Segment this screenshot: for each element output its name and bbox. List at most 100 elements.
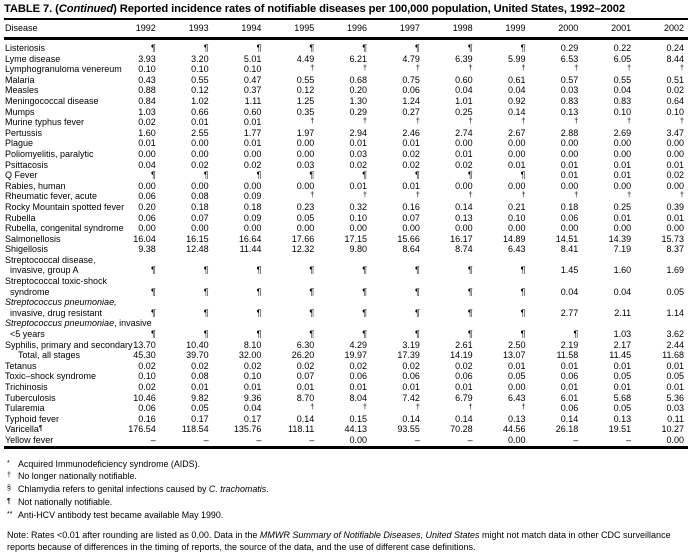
disease-label: Murine typhus fever [5, 117, 85, 128]
rate-cell: ¶ [467, 307, 473, 318]
table-row: Streptococcus pneumoniae, invasive <5 yea… [4, 318, 688, 339]
rate-cell: ¶ [415, 329, 420, 340]
rate-cell: 2.19 [560, 339, 579, 350]
rate-cell: 0.06 [402, 85, 420, 96]
rate-cell: 1.02 [191, 95, 209, 106]
rate-cell: 0.09 [243, 191, 262, 202]
rate-cell: 0.60 [455, 74, 473, 85]
rate-cell: 4.79 [402, 53, 420, 64]
rate-cell: 0.00 [666, 223, 684, 234]
rate-cell: 15.66 [397, 233, 420, 244]
rate-cell: 0.00 [455, 138, 473, 149]
rate-cell: 0.51 [666, 74, 684, 85]
rate-cell: 0.29 [349, 106, 368, 117]
disease-label: Trichinosis [5, 382, 48, 392]
rate-cell: 11.44 [239, 244, 262, 255]
disease-label: Typhoid fever [5, 413, 60, 424]
rate-cell: 1.03 [613, 329, 632, 340]
disease-label: Malaria [5, 74, 35, 85]
rate-cell: 0.01 [349, 138, 368, 149]
rate-cell: † [626, 63, 632, 73]
rate-cell: 0.00 [560, 148, 579, 159]
rate-cell: ¶ [467, 265, 473, 276]
rate-cell: 14.89 [502, 233, 526, 244]
rate-cell: 0.02 [243, 360, 262, 371]
disease-label: Tuberculosis [5, 392, 56, 403]
table-row: Total, all stages 45.30 39.70 32.00 26.20 19.… [4, 350, 688, 361]
rate-cell: 19.97 [344, 350, 368, 361]
disease-label: Yellow fever [5, 434, 54, 445]
footnote: ¶ Not nationally notifiable. [7, 497, 113, 508]
rate-cell: 10.46 [133, 392, 156, 403]
rate-cell: ¶ [256, 286, 262, 297]
disease-label: Rubella, congenital syndrome [5, 223, 124, 234]
table-row: Shigellosis 9.38 12.48 11.44 12.32 9.80 8.64 8.… [4, 244, 688, 255]
rate-cell: 0.02 [666, 85, 684, 96]
rate-cell: 0.00 [296, 138, 315, 149]
incidence-rates-table: Disease 1992 1993 1994 1995 1996 1997 1998 1999 2… [4, 18, 688, 449]
rate-cell: 4.29 [349, 339, 368, 350]
footnote-symbol: ¶ [7, 498, 11, 506]
rate-cell: ¶ [520, 43, 526, 53]
rate-cell: 26.20 [291, 350, 315, 361]
rate-cell: 8.10 [243, 339, 262, 350]
rate-cell: 7.42 [402, 392, 420, 403]
rate-cell: 9.80 [349, 244, 368, 255]
rate-cell: 8.64 [402, 244, 420, 255]
rate-cell: † [468, 402, 473, 412]
column-header-year: 1994 [212, 19, 266, 40]
rate-cell: 0.01 [507, 159, 526, 170]
rate-cell: 0.10 [138, 371, 156, 382]
rate-cell: ¶ [309, 43, 315, 53]
rate-cell: – [150, 434, 156, 445]
rate-cell: ¶ [309, 286, 315, 297]
rate-cell: ¶ [150, 286, 156, 297]
rate-cell: 2.11 [614, 307, 632, 318]
rate-cell: 1.03 [138, 106, 156, 117]
rate-cell: 0.06 [138, 403, 156, 414]
rate-cell: 0.22 [613, 43, 632, 53]
rate-cell: † [468, 190, 473, 200]
rate-cell: 6.30 [296, 339, 315, 350]
rate-cell: † [521, 116, 526, 126]
table-row: Poliomyelitis, paralytic 0.00 0.00 0.00 0.00… [4, 149, 688, 160]
rate-cell: 16.04 [133, 233, 156, 244]
rate-cell: 2.61 [455, 339, 473, 350]
disease-label: Lyme disease [5, 53, 61, 64]
rate-cell: 0.16 [402, 201, 420, 212]
rate-cell: 14.19 [450, 350, 473, 361]
rate-cell: ¶ [520, 170, 526, 181]
rate-cell: 0.05 [613, 371, 632, 382]
rate-cell: 0.01 [243, 138, 262, 149]
table-body: Listeriosis ¶ ¶ ¶ ¶ ¶ ¶ ¶ ¶ 0.29 0.22 0.24 Lyme dise… [4, 39, 688, 448]
rate-cell: 2.77 [560, 307, 579, 318]
rate-cell: 0.00 [666, 148, 684, 159]
rate-cell: † [362, 116, 368, 126]
rate-cell: 0.37 [243, 85, 262, 96]
rate-cell: 0.10 [349, 212, 368, 223]
table-row: Plague 0.01 0.00 0.01 0.00 0.01 0.01 0.00 0.00 0.… [4, 138, 688, 149]
rate-cell: 0.16 [138, 413, 156, 424]
rate-cell: 8.44 [666, 53, 684, 64]
rate-cell: ¶ [467, 170, 473, 181]
rate-cell: 0.07 [296, 371, 315, 382]
rate-cell: 0.55 [613, 74, 632, 85]
rate-cell: ¶ [520, 307, 526, 318]
rate-cell: 2.46 [402, 127, 420, 138]
rate-cell: 0.01 [613, 159, 632, 170]
rate-cell: 0.05 [666, 371, 684, 382]
rate-cell: 0.08 [191, 191, 209, 202]
rate-cell: – [203, 434, 209, 445]
rate-cell: ¶ [415, 265, 420, 276]
rate-cell: 0.00 [349, 223, 368, 234]
rate-cell: 0.39 [666, 201, 684, 212]
rate-cell: ¶ [573, 329, 579, 340]
rate-cell: 0.00 [613, 148, 632, 159]
rate-cell: 45.30 [133, 350, 156, 361]
rate-cell: 0.13 [613, 413, 632, 424]
rate-cell: 0.01 [455, 382, 473, 392]
rate-cell: 0.18 [560, 201, 579, 212]
table-row: Tularemia 0.06 0.05 0.04 † † † † † 0.06 0.05 0.03 [4, 403, 688, 414]
rate-cell: 0.60 [243, 106, 262, 117]
